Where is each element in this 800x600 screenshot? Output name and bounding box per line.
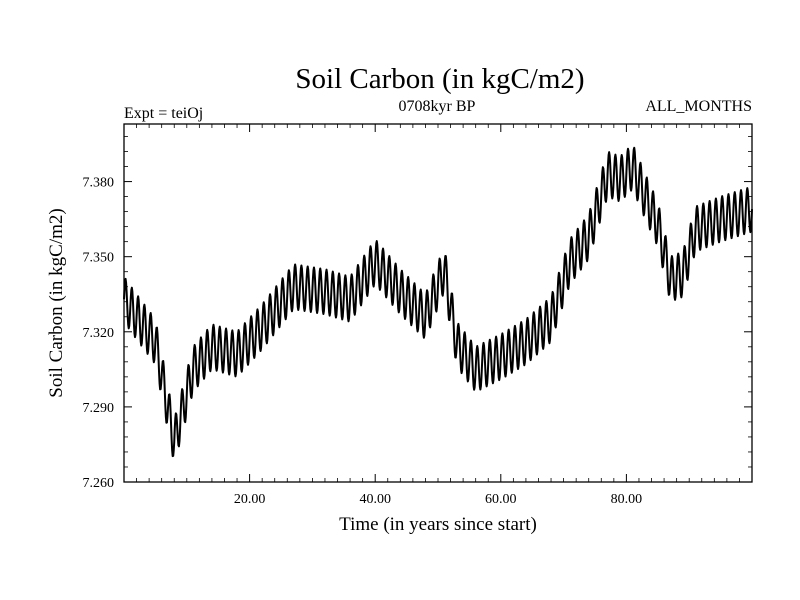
experiment-label: Expt = teiOj	[124, 105, 203, 122]
y-tick-label: 7.380	[83, 176, 115, 191]
y-tick-label: 7.260	[83, 476, 115, 491]
y-axis-label: Soil Carbon (in kgC/m2)	[46, 208, 67, 397]
x-tick-label: 40.00	[359, 492, 391, 507]
period-label: 0708kyr BP	[399, 98, 476, 115]
months-label: ALL_MONTHS	[645, 98, 752, 115]
y-tick-label: 7.290	[83, 401, 115, 416]
x-tick-label: 80.00	[611, 492, 643, 507]
soil-carbon-series-line	[123, 146, 753, 458]
x-tick-label: 60.00	[485, 492, 517, 507]
chart-title: Soil Carbon (in kgC/m2)	[295, 63, 584, 95]
x-axis-label: Time (in years since start)	[339, 514, 537, 535]
x-tick-label: 20.00	[234, 492, 266, 507]
y-tick-label: 7.350	[83, 251, 115, 266]
y-tick-label: 7.320	[83, 326, 115, 341]
